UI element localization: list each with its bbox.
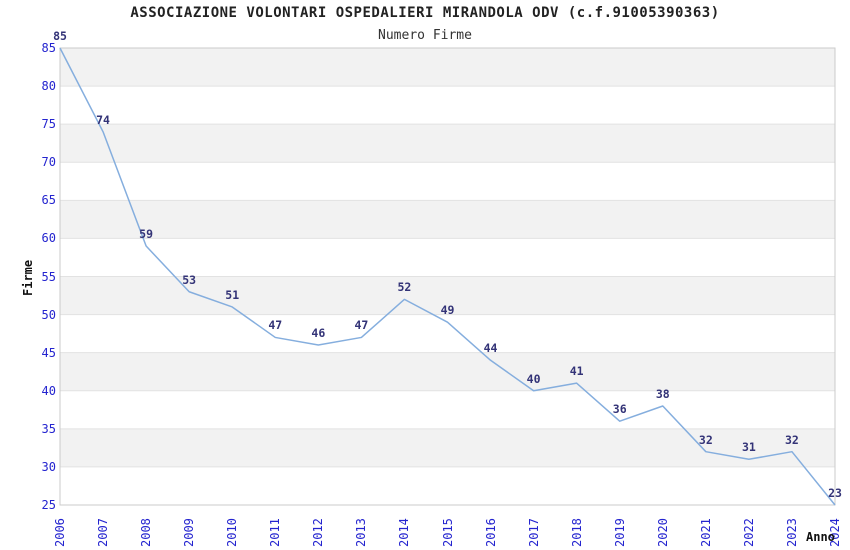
data-label: 46	[311, 326, 326, 341]
grid-band	[60, 200, 835, 239]
x-tick-label: 2021	[698, 518, 713, 547]
grid-band	[60, 48, 835, 87]
y-tick-label: 70	[41, 155, 56, 170]
x-axis-title: Anno	[806, 530, 835, 544]
data-label: 44	[483, 341, 498, 356]
data-label: 53	[182, 272, 197, 287]
x-tick-label: 2022	[741, 518, 756, 547]
x-tick-label: 2014	[397, 518, 412, 547]
x-tick-label: 2007	[96, 518, 111, 547]
data-label: 41	[569, 364, 584, 379]
data-label: 49	[440, 303, 455, 318]
y-tick-label: 60	[41, 231, 56, 246]
x-tick-label: 2006	[53, 518, 67, 547]
x-tick-label: 2008	[139, 518, 154, 547]
x-tick-label: 2020	[655, 518, 670, 547]
chart-subtitle: Numero Firme	[378, 28, 472, 43]
y-tick-label: 55	[41, 269, 56, 284]
x-tick-label: 2017	[526, 518, 541, 547]
grid-band	[60, 276, 835, 315]
x-tick-label: 2023	[784, 518, 799, 547]
grid-band	[60, 124, 835, 163]
x-tick-label: 2018	[569, 518, 584, 547]
data-label: 23	[828, 486, 842, 500]
x-tick-label: 2012	[311, 518, 326, 547]
y-tick-label: 80	[41, 79, 56, 94]
x-tick-label: 2009	[182, 518, 197, 547]
data-label: 38	[655, 386, 670, 401]
data-label: 36	[612, 402, 627, 417]
y-axis-title: Firme	[21, 259, 35, 296]
plot-border	[59, 47, 836, 506]
grid-band	[60, 428, 835, 467]
x-tick-label: 2016	[483, 518, 498, 547]
x-tick-label: 2011	[268, 518, 283, 547]
y-tick-label: 85	[41, 41, 56, 55]
y-tick-label: 30	[41, 459, 56, 474]
data-label: 51	[225, 287, 240, 302]
data-label: 59	[139, 227, 154, 242]
data-label: 32	[785, 432, 799, 447]
data-label: 74	[96, 112, 110, 127]
data-label: 32	[698, 432, 713, 447]
chart-title: ASSOCIAZIONE VOLONTARI OSPEDALIERI MIRAN…	[130, 5, 720, 21]
data-label: 47	[354, 318, 369, 333]
x-tick-label: 2015	[440, 518, 455, 547]
x-tick-label: 2013	[354, 518, 369, 547]
grid-band	[60, 352, 835, 391]
y-tick-label: 65	[41, 193, 56, 208]
y-tick-label: 45	[41, 345, 56, 360]
y-tick-label: 35	[41, 421, 56, 436]
y-tick-label: 40	[41, 383, 56, 398]
x-tick-label: 2010	[225, 518, 240, 547]
data-label: 52	[397, 280, 412, 295]
y-tick-label: 75	[41, 117, 56, 132]
x-tick-label: 2019	[612, 518, 627, 547]
y-tick-label: 50	[41, 307, 56, 322]
data-label: 85	[53, 29, 67, 43]
data-label: 47	[268, 318, 283, 333]
series-line	[59, 47, 836, 506]
data-label: 40	[526, 371, 541, 386]
y-tick-label: 25	[41, 498, 56, 512]
data-label: 31	[741, 440, 756, 455]
